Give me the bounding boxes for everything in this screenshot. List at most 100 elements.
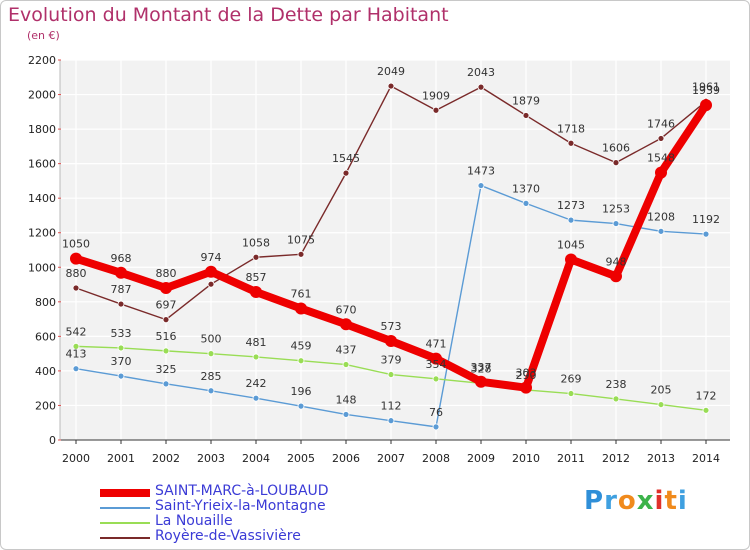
- data-label-royere-de-vassiviere: 1746: [647, 117, 675, 130]
- data-label-royere-de-vassiviere: 787: [111, 283, 132, 296]
- x-tick-label: 2007: [377, 452, 405, 465]
- legend-label: Royère-de-Vassivière: [155, 528, 301, 544]
- data-point-la-nouaille: [432, 375, 440, 383]
- x-tick-label: 2004: [242, 452, 270, 465]
- data-label-la-nouaille: 459: [291, 340, 312, 353]
- data-point-royere-de-vassiviere: [612, 159, 620, 167]
- data-label-royere-de-vassiviere: 2043: [467, 66, 495, 79]
- data-label-saint-marc-a-loubaud: 573: [381, 320, 402, 333]
- data-label-saint-marc-a-loubaud: 1548: [647, 152, 675, 165]
- data-label-saint-yrieix-la-montagne: 196: [291, 385, 312, 398]
- data-point-royere-de-vassiviere: [342, 169, 350, 177]
- data-label-saint-marc-a-loubaud: 968: [111, 252, 132, 265]
- data-point-la-nouaille: [657, 401, 665, 408]
- data-point-saint-yrieix-la-montagne: [432, 423, 440, 431]
- data-label-la-nouaille: 269: [561, 373, 582, 386]
- data-point-saint-marc-a-loubaud: [700, 99, 712, 112]
- data-point-saint-marc-a-loubaud: [115, 266, 127, 279]
- data-label-saint-marc-a-loubaud: 670: [336, 303, 357, 316]
- y-tick-label: 1600: [28, 158, 56, 171]
- logo-letter: P: [584, 486, 605, 516]
- data-label-saint-marc-a-loubaud: 471: [426, 338, 447, 351]
- data-label-saint-marc-a-loubaud: 1045: [557, 239, 585, 252]
- data-label-saint-yrieix-la-montagne: 1473: [467, 165, 495, 178]
- data-point-la-nouaille: [252, 353, 260, 361]
- legend-label: SAINT-MARC-à-LOUBAUD: [155, 483, 329, 499]
- data-label-saint-marc-a-loubaud: 974: [201, 251, 222, 264]
- y-tick-label: 1800: [28, 123, 56, 136]
- proxiti-logo: Proxiti: [584, 486, 688, 516]
- data-label-saint-marc-a-loubaud: 303: [516, 367, 537, 380]
- x-tick-label: 2005: [287, 452, 315, 465]
- data-label-la-nouaille: 205: [651, 384, 672, 397]
- data-point-saint-yrieix-la-montagne: [72, 365, 80, 373]
- data-point-saint-yrieix-la-montagne: [612, 220, 620, 227]
- data-point-royere-de-vassiviere: [207, 280, 215, 288]
- data-label-la-nouaille: 437: [336, 344, 357, 357]
- data-point-la-nouaille: [297, 357, 305, 365]
- data-point-saint-yrieix-la-montagne: [702, 230, 710, 238]
- data-point-royere-de-vassiviere: [657, 135, 665, 142]
- data-point-saint-yrieix-la-montagne: [162, 380, 170, 388]
- y-tick-label: 0: [49, 434, 56, 447]
- data-label-royere-de-vassiviere: 1545: [332, 152, 360, 165]
- data-point-la-nouaille: [117, 344, 125, 352]
- data-label-la-nouaille: 328: [471, 362, 492, 375]
- data-label-royere-de-vassiviere: 1075: [287, 233, 315, 246]
- data-point-saint-yrieix-la-montagne: [387, 417, 395, 425]
- x-tick-label: 2003: [197, 452, 225, 465]
- y-tick-label: 400: [35, 365, 56, 378]
- legend-label: La Nouaille: [155, 513, 233, 529]
- data-label-saint-yrieix-la-montagne: 242: [246, 377, 267, 390]
- data-point-saint-yrieix-la-montagne: [117, 372, 125, 380]
- x-tick-label: 2011: [557, 452, 585, 465]
- data-point-saint-yrieix-la-montagne: [252, 394, 260, 402]
- data-point-la-nouaille: [567, 390, 575, 397]
- data-label-la-nouaille: 516: [156, 330, 177, 343]
- legend-label: Saint-Yrieix-la-Montagne: [155, 498, 326, 514]
- data-label-royere-de-vassiviere: 1058: [242, 236, 270, 249]
- data-point-saint-yrieix-la-montagne: [342, 411, 350, 418]
- chart-legend: SAINT-MARC-à-LOUBAUD Saint-Yrieix-la-Mont…: [100, 483, 400, 546]
- data-point-saint-yrieix-la-montagne: [207, 387, 215, 395]
- data-label-royere-de-vassiviere: 880: [66, 267, 87, 280]
- data-label-la-nouaille: 500: [201, 333, 222, 346]
- x-tick-label: 2014: [692, 452, 720, 465]
- x-tick-label: 2008: [422, 452, 450, 465]
- logo-letter: i: [654, 486, 665, 516]
- legend-item-royere-de-vassiviere: Royère-de-Vassivière: [100, 528, 400, 546]
- data-point-saint-marc-a-loubaud: [295, 302, 307, 315]
- data-point-saint-marc-a-loubaud: [430, 352, 442, 365]
- legend-swatch: [100, 522, 150, 524]
- data-label-saint-marc-a-loubaud: 337: [471, 361, 492, 374]
- data-point-saint-marc-a-loubaud: [70, 252, 82, 265]
- data-label-saint-yrieix-la-montagne: 1208: [647, 210, 675, 223]
- data-label-saint-marc-a-loubaud: 1939: [692, 84, 720, 97]
- data-label-saint-marc-a-loubaud: 1050: [62, 238, 90, 251]
- logo-letter: r: [604, 486, 618, 516]
- data-point-royere-de-vassiviere: [117, 300, 125, 308]
- plot-area: [60, 60, 730, 440]
- logo-letter: x: [636, 486, 655, 516]
- data-label-saint-yrieix-la-montagne: 1273: [557, 199, 585, 212]
- data-label-saint-yrieix-la-montagne: 325: [156, 363, 177, 376]
- logo-letter: t: [664, 486, 678, 516]
- data-point-la-nouaille: [342, 361, 350, 368]
- data-label-saint-marc-a-loubaud: 857: [246, 271, 267, 284]
- y-tick-label: 2200: [28, 54, 56, 67]
- legend-item-la-nouaille: La Nouaille: [100, 513, 400, 531]
- data-point-saint-yrieix-la-montagne: [477, 182, 485, 189]
- data-point-la-nouaille: [72, 342, 80, 350]
- data-point-royere-de-vassiviere: [387, 82, 395, 90]
- data-point-royere-de-vassiviere: [567, 139, 575, 147]
- x-tick-label: 2002: [152, 452, 180, 465]
- chart-subtitle: (en €): [27, 29, 60, 42]
- data-point-la-nouaille: [162, 347, 170, 355]
- data-label-saint-yrieix-la-montagne: 413: [66, 348, 87, 361]
- data-point-saint-marc-a-loubaud: [205, 265, 217, 278]
- chart-title: Evolution du Montant de la Dette par Hab…: [8, 4, 449, 26]
- data-label-la-nouaille: 290: [516, 369, 537, 382]
- legend-swatch: [100, 489, 150, 497]
- data-point-royere-de-vassiviere: [522, 112, 530, 119]
